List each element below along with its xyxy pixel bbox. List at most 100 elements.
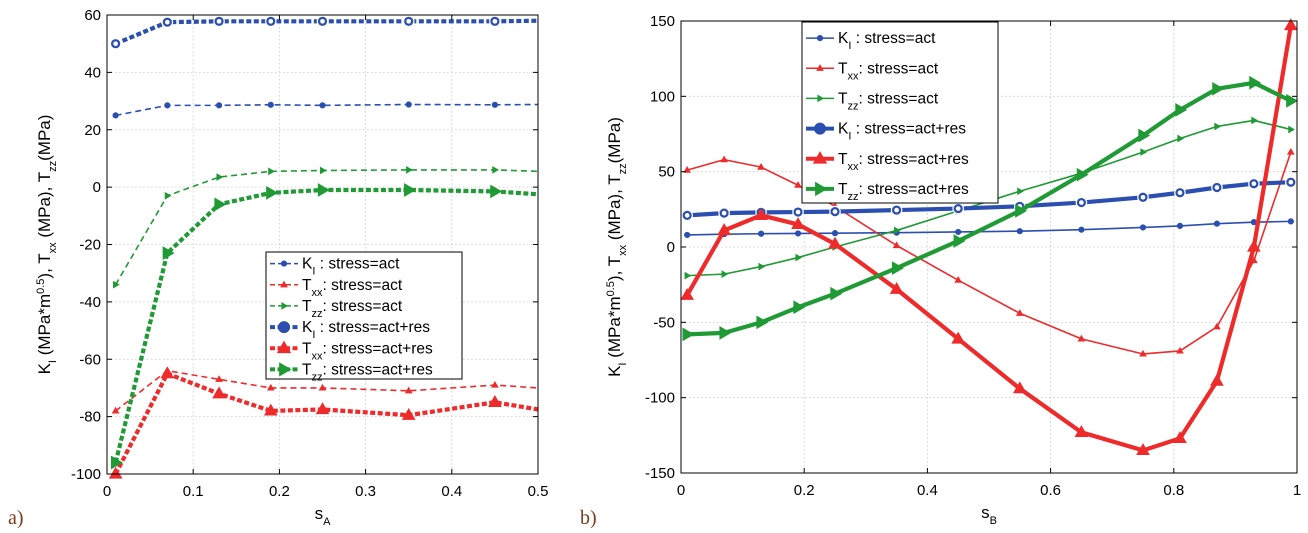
legend-label-subscript: zz [847,100,858,112]
legend-entry: Txx: stress=act+res [806,151,969,173]
x-tick-label: 0.8 [1163,482,1184,499]
legend-label: Txx: stress=act+res [302,340,433,362]
y-tick-label: -20 [79,237,101,254]
y-axis-label-part: (MPa), T [35,172,54,243]
data-point [108,466,123,479]
data-point [684,231,691,239]
legend-entry: KI : stress=act+res [270,319,430,341]
data-point [214,197,227,212]
data-point [892,241,901,249]
data-point [319,166,327,175]
series-line [687,80,1292,337]
data-point [1210,373,1224,386]
grid [107,15,538,474]
y-tick-label: 60 [84,7,101,24]
series-6 [682,75,1299,342]
legend-marker [816,64,824,71]
ticks: 0 0.2 0.4 0.6 0.8 1 -150 -100 -50 0 50 100 150 [645,13,1301,499]
data-point-center [832,209,838,214]
y-tick-label: -60 [79,351,101,368]
data-point [164,102,171,109]
data-point [404,386,413,394]
legend-label-symbol: K [838,30,849,47]
x-tick-label: 0 [677,482,685,499]
data-point [721,270,729,278]
y-tick-label: 20 [84,122,101,139]
data-point-center [320,18,325,24]
y-axis-label: KI (MPa*m0.5), Txx (MPa), Tzz(MPa) [35,115,59,375]
y-axis-label-part: (MPa*m [35,294,54,360]
y-tick-label: -100 [71,466,101,483]
legend-marker [817,94,825,103]
y-axis-label: KI (MPa*m0.5), Txx (MPa), Tzz(MPa) [605,117,629,377]
x-tick-label: 0.4 [441,483,462,500]
data-point-center [1214,185,1220,190]
data-point [1249,75,1262,90]
legend-marker [812,151,828,164]
data-point [1175,103,1188,117]
y-axis-label-part: 0.5 [605,281,617,296]
legend-box [801,21,999,204]
y-tick-label: -40 [79,294,101,311]
data-point [1015,203,1028,218]
legend-label-subscript: I [312,266,315,278]
data-point [1287,218,1294,225]
data-point [488,395,502,407]
legend-label: Tzz: stress=act [302,298,403,320]
legend-label: KI : stress=act+res [302,319,430,341]
data-point [406,166,413,174]
data-point [1247,239,1261,252]
x-axis-label-main: s [315,504,324,523]
series-line [685,25,1293,453]
data-point-center [955,206,961,211]
y-tick-label: -100 [645,390,675,407]
data-point [164,191,172,200]
x-axis-label: sB [981,503,997,527]
legend-entry: KI : stress=act [806,30,936,52]
legend-label-symbol: T [302,340,312,357]
legend-label: Tzz: stress=act+res [302,361,433,383]
data-point [1139,224,1147,231]
legend-label-symbol: K [838,121,849,138]
y-tick-label: -50 [653,314,675,331]
legend-label-symbol: T [302,277,312,294]
data-point-center [492,18,498,24]
legend-label-text: : stress=act [851,30,936,47]
legend-label: Txx: stress=act [302,277,403,299]
data-point [110,455,123,470]
series-2 [683,147,1295,357]
legend-label-subscript: zz [311,371,322,383]
data-point [795,253,803,262]
legend-marker [816,34,824,42]
panel-label: b) [580,507,597,529]
legend-box [265,251,463,380]
legend-label-subscript: I [848,131,851,143]
data-point [216,173,224,181]
data-point [1140,148,1148,156]
y-axis-label-part: zz [617,163,629,174]
legend-label-subscript: I [848,40,851,52]
series-5 [108,366,539,479]
series-4 [109,15,539,50]
data-point [955,228,962,236]
legend-label-text: : stress=act [322,277,402,294]
data-point-center [1140,194,1146,200]
data-point [684,271,692,280]
legend-label: Tzz: stress=act+res [838,181,969,203]
data-point [1286,147,1295,155]
legend-entry: KI : stress=act [270,256,400,278]
series-1 [112,101,539,119]
y-tick-label: 40 [84,64,101,81]
data-point [758,262,766,271]
data-point [268,167,275,176]
data-point [894,226,901,235]
series-line [686,151,1292,355]
data-point-center [684,213,690,218]
x-tick-label: 1 [1293,482,1301,499]
legend-entry: Tzz: stress=act+res [270,361,433,383]
legend-label-symbol: T [838,151,848,168]
data-point [889,281,904,294]
data-point [794,230,802,237]
data-point [1016,228,1023,235]
